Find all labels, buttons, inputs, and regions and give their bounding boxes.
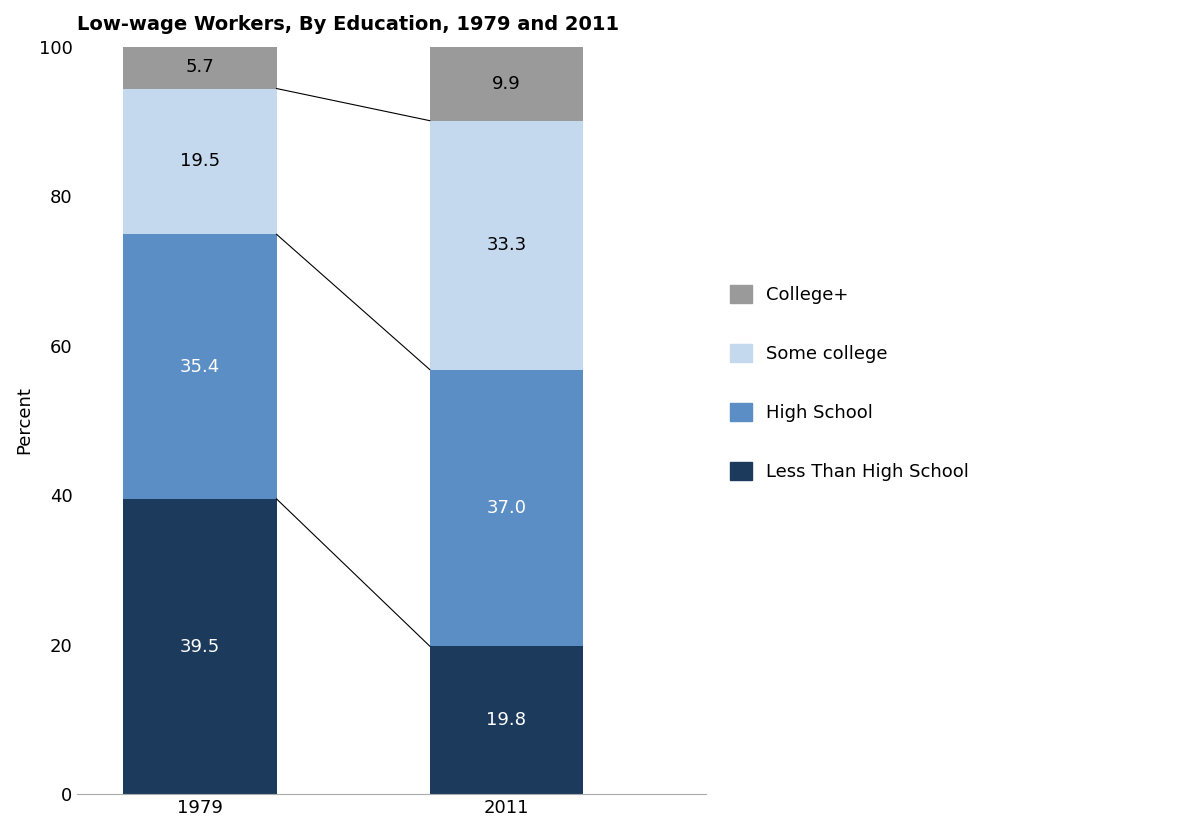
Y-axis label: Percent: Percent bbox=[14, 387, 32, 454]
Text: 35.4: 35.4 bbox=[180, 358, 220, 375]
Text: 19.5: 19.5 bbox=[180, 152, 220, 171]
Text: 9.9: 9.9 bbox=[492, 75, 521, 92]
Text: 39.5: 39.5 bbox=[180, 637, 220, 656]
Text: 33.3: 33.3 bbox=[486, 236, 527, 254]
Bar bbox=[430, 47, 583, 121]
Legend: College+, Some college, High School, Less Than High School: College+, Some college, High School, Les… bbox=[721, 275, 978, 490]
Bar bbox=[430, 646, 583, 794]
Text: 5.7: 5.7 bbox=[186, 58, 215, 77]
Bar bbox=[124, 499, 276, 794]
Bar bbox=[124, 235, 276, 499]
Bar bbox=[124, 88, 276, 235]
Bar bbox=[124, 46, 276, 88]
Text: 37.0: 37.0 bbox=[486, 499, 527, 517]
Text: 19.8: 19.8 bbox=[486, 711, 527, 729]
Bar bbox=[430, 121, 583, 369]
Text: Low-wage Workers, By Education, 1979 and 2011: Low-wage Workers, By Education, 1979 and… bbox=[77, 15, 619, 34]
Bar bbox=[430, 369, 583, 646]
